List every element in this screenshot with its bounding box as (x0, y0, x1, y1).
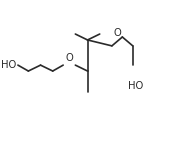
Text: O: O (65, 53, 73, 63)
Text: HO: HO (1, 60, 16, 70)
Text: HO: HO (128, 81, 143, 91)
Text: O: O (113, 28, 121, 38)
